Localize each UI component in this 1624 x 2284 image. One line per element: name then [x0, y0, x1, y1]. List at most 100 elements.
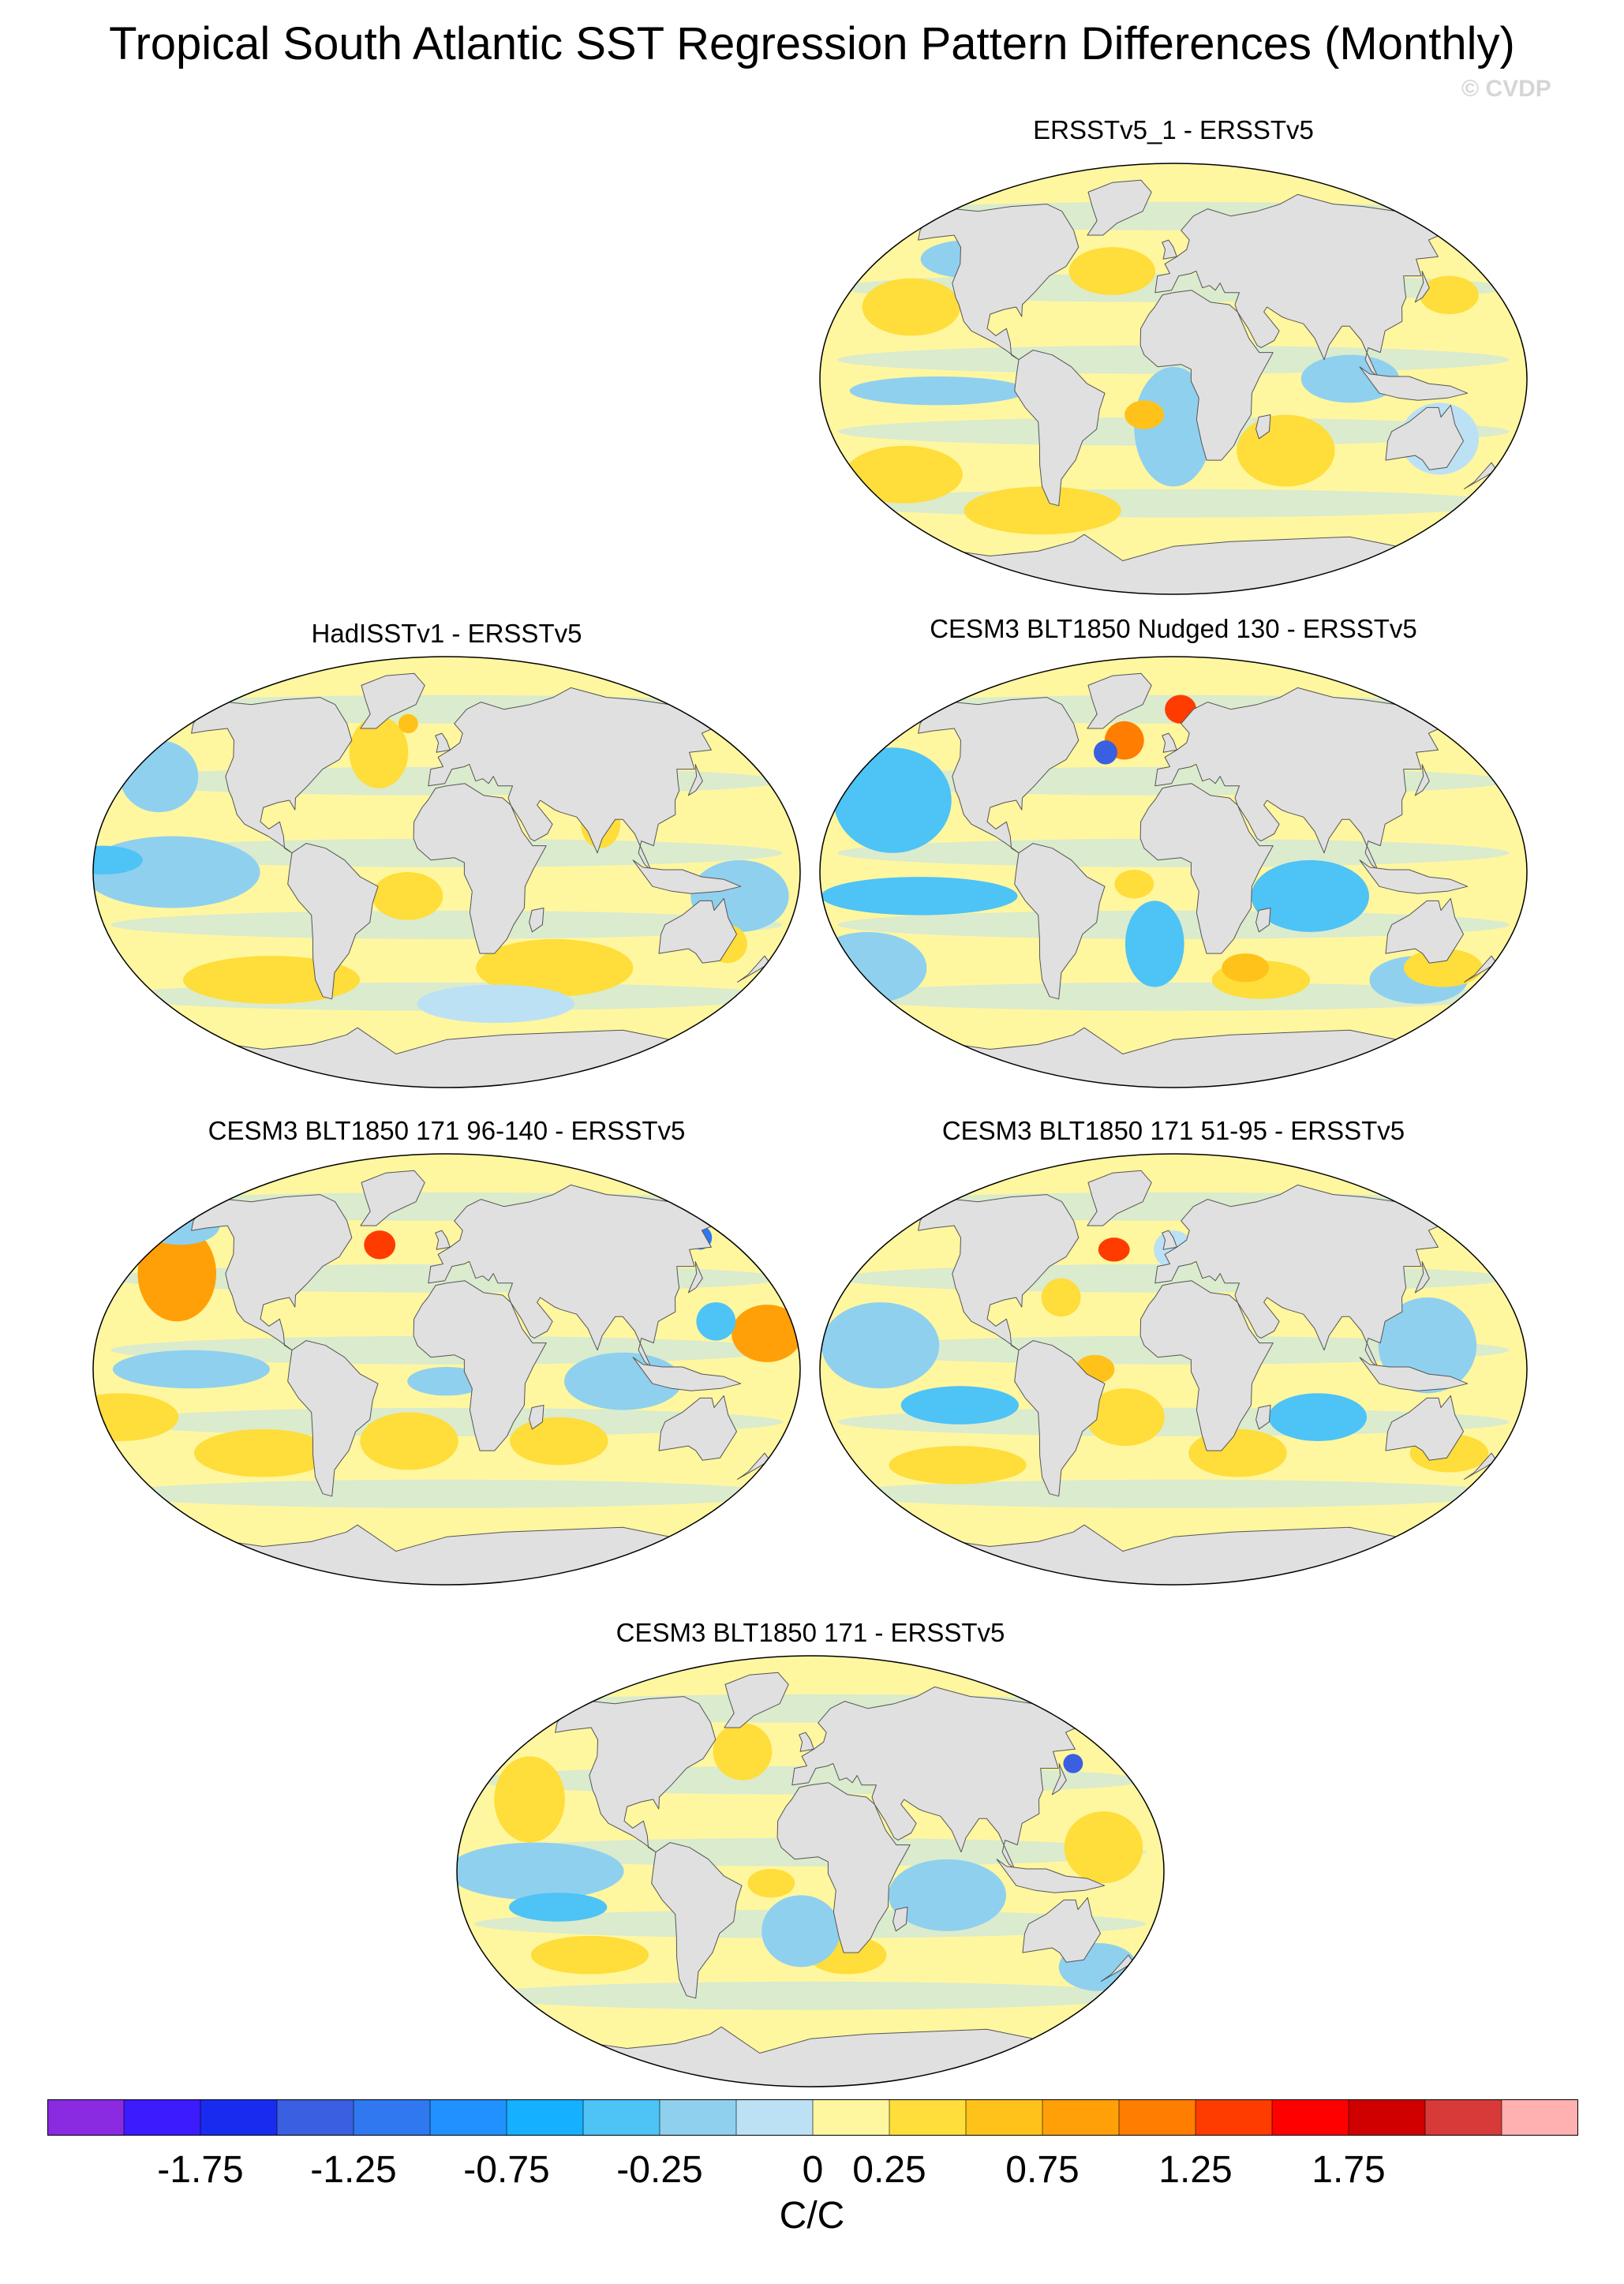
- map-panel-4: [92, 1153, 801, 1586]
- colorbar-swatch: [1272, 2099, 1349, 2136]
- colorbar-swatch: [200, 2099, 278, 2136]
- map-panel-5: [819, 1153, 1528, 1586]
- land-namerica: [918, 697, 1080, 854]
- panel-title-3: CESM3 BLT1850 Nudged 130 - ERSSTv5: [930, 614, 1417, 643]
- anomaly-patch: [1222, 953, 1270, 983]
- anomaly-patch: [364, 1230, 396, 1260]
- land-eurasia: [1154, 687, 1442, 871]
- field-band: [110, 1479, 783, 1508]
- colorbar: [47, 2099, 1578, 2136]
- land-africa: [413, 783, 547, 954]
- anomaly-patch: [1237, 414, 1335, 487]
- anomaly-patch: [820, 931, 927, 1004]
- anomaly-patch: [112, 1350, 270, 1389]
- land-indonesia: [632, 1357, 742, 1391]
- colorbar-swatch: [507, 2099, 584, 2136]
- land-namerica: [191, 697, 353, 854]
- land-japan: [1414, 764, 1430, 796]
- anomaly-patch: [1134, 366, 1213, 487]
- anomaly-patch: [1098, 1237, 1130, 1262]
- anomaly-patch: [372, 872, 443, 920]
- figure-title: Tropical South Atlantic SST Regression P…: [109, 18, 1515, 69]
- colorbar-tick-label: 0.25: [852, 2149, 926, 2191]
- land-newzealand: [1100, 1954, 1134, 1982]
- map-border: [92, 1153, 801, 1586]
- land-africa: [413, 1280, 547, 1451]
- anomaly-patch: [1403, 949, 1483, 987]
- anomaly-patch: [732, 1305, 800, 1362]
- map-panel-6: [456, 1655, 1165, 2087]
- colorbar-swatch: [813, 2099, 890, 2136]
- colorbar-tick-label: 1.25: [1158, 2149, 1233, 2191]
- panel-title-6: CESM3 BLT1850 171 - ERSSTv5: [616, 1618, 1005, 1647]
- panel-title-1: ERSSTv5_1 - ERSSTv5: [1033, 115, 1314, 144]
- colorbar-swatch: [124, 2099, 201, 2136]
- anomaly-patch: [1041, 1278, 1081, 1317]
- land-japan: [1051, 1763, 1067, 1795]
- colorbar-swatch: [430, 2099, 507, 2136]
- anomaly-patch: [476, 938, 634, 997]
- land-eurasia: [791, 1686, 1079, 1870]
- panel-title-4: CESM3 BLT1850 171 96-140 - ERSSTv5: [208, 1116, 686, 1145]
- colorbar-swatch: [736, 2099, 814, 2136]
- colorbar-swatch: [1425, 2099, 1502, 2136]
- land-eurasia: [1154, 1184, 1442, 1368]
- anomaly-patch: [137, 1226, 217, 1322]
- colorbar-tick-label: -1.75: [157, 2149, 244, 2191]
- land-samerica: [287, 843, 379, 1000]
- land-australia: [1385, 897, 1464, 964]
- anomaly-patch: [1086, 1388, 1165, 1447]
- land-newzealand: [1463, 955, 1497, 983]
- land-madagascar: [1255, 414, 1271, 440]
- colorbar-tick-label: -1.25: [310, 2149, 397, 2191]
- land-eurasia: [428, 1184, 715, 1368]
- map-border: [92, 656, 801, 1088]
- colorbar-units: C/C: [779, 2195, 845, 2237]
- land-samerica: [287, 1340, 379, 1497]
- land-namerica: [918, 204, 1080, 361]
- colorbar-tick-label: -0.75: [463, 2149, 550, 2191]
- anomaly-patch: [93, 845, 143, 875]
- anomaly-patch: [964, 486, 1121, 535]
- anomaly-patch: [1114, 869, 1154, 899]
- anomaly-patch: [1124, 900, 1184, 987]
- anomaly-patch: [1251, 859, 1370, 932]
- land-samerica: [1014, 1340, 1106, 1497]
- land-africa: [1139, 290, 1274, 461]
- colorbar-swatch: [277, 2099, 354, 2136]
- map-border: [819, 656, 1528, 1088]
- land-indonesia: [996, 1859, 1106, 1893]
- land-australia: [658, 897, 737, 964]
- colorbar-swatch: [1119, 2099, 1196, 2136]
- field-band: [837, 1479, 1510, 1508]
- anomaly-patch: [1268, 1393, 1368, 1441]
- anomaly-patch: [360, 1412, 458, 1470]
- land-uk: [435, 732, 451, 753]
- land-newzealand: [736, 955, 770, 983]
- colorbar-tick-label: 0: [802, 2149, 824, 2191]
- land-japan: [1414, 1261, 1430, 1294]
- land-uk: [1162, 1230, 1177, 1250]
- anomaly-patch: [862, 278, 961, 336]
- land-greenland: [1087, 179, 1152, 236]
- land-greenland: [360, 1170, 425, 1226]
- panel-title-5: CESM3 BLT1850 171 51-95 - ERSSTv5: [941, 1116, 1405, 1145]
- anomaly-patch: [119, 740, 199, 813]
- anomaly-patch: [889, 1446, 1027, 1485]
- anomaly-patch: [696, 1302, 736, 1341]
- field-band: [837, 982, 1510, 1011]
- land-madagascar: [892, 1907, 908, 1932]
- anomaly-patch: [193, 1428, 332, 1477]
- anomaly-patch: [494, 1756, 565, 1843]
- land-japan: [1414, 271, 1430, 303]
- land-indonesia: [1359, 1357, 1469, 1391]
- anomaly-patch: [761, 1895, 840, 1968]
- land-greenland: [1087, 1170, 1152, 1226]
- panel-title-2: HadISSTv1 - ERSSTv5: [311, 619, 582, 648]
- field-band: [110, 1407, 783, 1436]
- anomaly-patch: [900, 1386, 1020, 1425]
- colorbar-swatch: [966, 2099, 1043, 2136]
- land-uk: [1162, 239, 1177, 260]
- colorbar-swatch: [1502, 2099, 1578, 2136]
- map-border: [819, 163, 1528, 595]
